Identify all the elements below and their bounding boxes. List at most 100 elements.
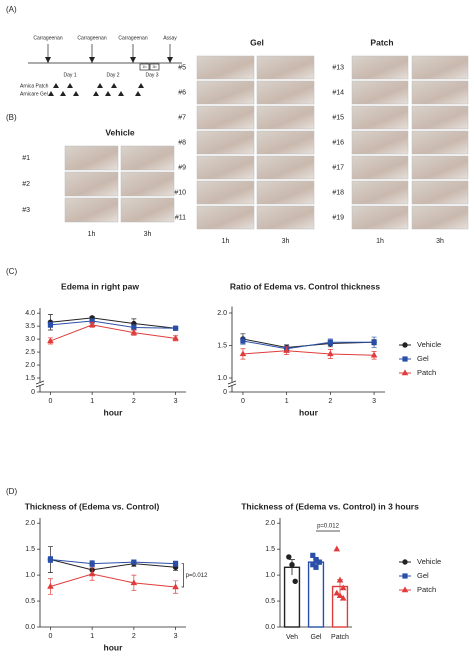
animal-label: #11 — [175, 214, 186, 221]
x-axis-label: hour — [299, 407, 319, 417]
timeline-day: Day 1 — [63, 72, 76, 78]
significance-bracket — [181, 563, 184, 588]
paw-photo — [64, 145, 119, 171]
y-tick-label: 3.5 — [25, 323, 35, 330]
paw-photo — [351, 130, 409, 155]
x-tick-label: 2 — [132, 633, 136, 640]
animal-label: #15 — [332, 114, 344, 121]
legend-marker — [402, 342, 408, 348]
y-tick-label: 0.5 — [265, 598, 275, 605]
paw-photo — [411, 55, 469, 80]
animal-label: #3 — [22, 207, 30, 214]
y-tick-label: 0 — [31, 389, 35, 396]
x-axis-label: hour — [104, 642, 124, 652]
data-point — [131, 559, 137, 565]
legend-label: Vehicle — [417, 340, 441, 349]
data-point — [47, 582, 54, 589]
x-tick-label: 0 — [48, 398, 52, 405]
chart-title: Ratio of Edema vs. Control thickness — [230, 281, 380, 291]
time-label: 1h — [222, 238, 230, 245]
timeline-hour: 3h — [153, 65, 157, 69]
paw-photo — [120, 197, 175, 223]
paw-photo — [411, 180, 469, 205]
x-tick-label: 3 — [372, 398, 376, 405]
paw-photo — [351, 105, 409, 130]
animal-label: #8 — [178, 139, 186, 146]
y-tick-label: 1.0 — [265, 572, 275, 579]
treatment-label: Arnicare Gel — [20, 91, 48, 97]
paw-photo — [411, 130, 469, 155]
paw-photo — [411, 80, 469, 105]
timeline-event: Carrageenan — [33, 35, 62, 41]
animal-label: #6 — [178, 89, 186, 96]
legend-marker — [401, 586, 409, 593]
paw-photo — [256, 105, 315, 130]
timeline-event: Assay — [163, 35, 177, 41]
x-tick-label: 1 — [285, 398, 289, 405]
data-point — [339, 584, 347, 591]
panel-label: (C) — [6, 267, 17, 276]
paw-photo — [351, 205, 409, 230]
paw-photo — [256, 205, 315, 230]
y-tick-label: 0 — [223, 389, 227, 396]
timeline-day: Day 2 — [106, 72, 119, 78]
x-tick-label: Veh — [286, 634, 298, 641]
series-line — [242, 338, 375, 348]
timeline-hour: 1h — [143, 65, 147, 69]
treatment-label: Arnica Patch — [20, 83, 49, 89]
y-tick-label: 2.0 — [25, 520, 35, 527]
x-tick-label: 1 — [90, 398, 94, 405]
animal-label: #10 — [174, 189, 186, 196]
data-point — [336, 576, 344, 583]
series-line — [242, 350, 375, 356]
animal-label: #19 — [332, 214, 344, 221]
series-line — [50, 320, 176, 329]
time-label: 3h — [144, 231, 152, 238]
data-point — [172, 325, 179, 331]
timeline-day: Day 3 — [145, 72, 158, 78]
y-tick-label: 1.5 — [25, 375, 35, 382]
animal-label: #9 — [178, 164, 186, 171]
p-value: p=0.012 — [317, 524, 340, 530]
paw-photo — [196, 80, 255, 105]
bar — [283, 566, 301, 628]
y-tick-label: 1.5 — [265, 546, 275, 553]
animal-label: #5 — [178, 64, 186, 71]
bar — [307, 561, 325, 628]
animal-label: #14 — [332, 89, 344, 96]
animal-label: #2 — [22, 181, 30, 188]
legend-label: Vehicle — [417, 557, 441, 566]
y-tick-label: 2.0 — [217, 310, 227, 317]
paw-photo — [351, 180, 409, 205]
x-tick-label: 2 — [328, 398, 332, 405]
series-line — [50, 317, 176, 329]
x-tick-label: 0 — [241, 398, 245, 405]
x-tick-label: Gel — [311, 634, 322, 641]
data-point — [47, 556, 54, 563]
x-tick-label: 3 — [174, 633, 178, 640]
y-tick-label: 2.0 — [25, 362, 35, 369]
group-title: Patch — [370, 37, 393, 47]
panel-label: (A) — [6, 5, 17, 14]
x-tick-label: 3 — [174, 398, 178, 405]
paw-photo — [120, 145, 175, 171]
animal-label: #7 — [178, 114, 186, 121]
panel-label: (B) — [6, 113, 17, 122]
paw-photo — [256, 155, 315, 180]
y-tick-label: 1.5 — [217, 342, 227, 349]
paw-photo — [196, 105, 255, 130]
data-point — [339, 594, 347, 601]
paw-photo — [196, 155, 255, 180]
chart-title: Thickness of (Edema vs. Control) — [25, 501, 160, 511]
data-point — [89, 561, 95, 567]
paw-photo — [411, 205, 469, 230]
data-point — [130, 579, 138, 586]
y-tick-label: 2.5 — [25, 349, 35, 356]
axis-break — [228, 382, 236, 386]
chart-title: Edema in right paw — [61, 281, 139, 291]
series-line — [50, 324, 176, 342]
data-point — [240, 338, 246, 344]
y-tick-label: 0.5 — [25, 598, 35, 605]
series-line — [50, 573, 176, 588]
data-point — [370, 351, 378, 358]
